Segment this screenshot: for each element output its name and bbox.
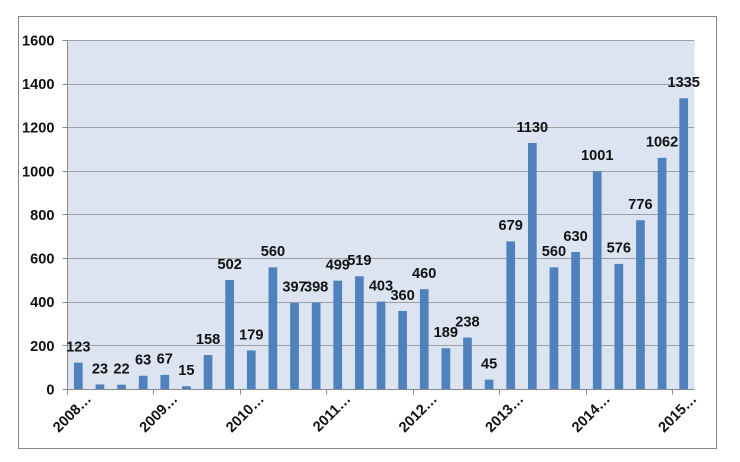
svg-text:499: 499 bbox=[326, 257, 350, 273]
svg-text:519: 519 bbox=[347, 253, 371, 269]
svg-text:397: 397 bbox=[282, 280, 306, 296]
svg-text:398: 398 bbox=[304, 279, 328, 295]
svg-text:460: 460 bbox=[412, 266, 436, 282]
svg-text:200: 200 bbox=[30, 339, 54, 355]
svg-text:679: 679 bbox=[499, 218, 523, 234]
svg-text:1400: 1400 bbox=[22, 77, 54, 93]
svg-text:238: 238 bbox=[455, 314, 479, 330]
svg-text:1000: 1000 bbox=[22, 164, 54, 180]
svg-text:179: 179 bbox=[239, 327, 263, 343]
svg-text:360: 360 bbox=[390, 288, 414, 304]
svg-text:1335: 1335 bbox=[667, 75, 699, 91]
svg-text:123: 123 bbox=[66, 339, 90, 355]
svg-text:45: 45 bbox=[481, 356, 497, 372]
svg-text:776: 776 bbox=[628, 197, 652, 213]
svg-text:600: 600 bbox=[30, 252, 54, 268]
svg-text:1062: 1062 bbox=[646, 135, 678, 151]
svg-text:630: 630 bbox=[563, 229, 587, 245]
svg-text:403: 403 bbox=[369, 278, 393, 294]
svg-text:189: 189 bbox=[434, 325, 458, 341]
svg-text:400: 400 bbox=[30, 295, 54, 311]
svg-text:800: 800 bbox=[30, 208, 54, 224]
svg-text:576: 576 bbox=[607, 241, 631, 257]
svg-text:502: 502 bbox=[217, 257, 241, 273]
svg-text:560: 560 bbox=[542, 244, 566, 260]
svg-text:1200: 1200 bbox=[22, 121, 54, 137]
svg-text:158: 158 bbox=[196, 332, 220, 348]
svg-text:67: 67 bbox=[157, 352, 173, 368]
svg-text:1600: 1600 bbox=[22, 33, 54, 49]
svg-text:23: 23 bbox=[92, 361, 108, 377]
svg-text:1001: 1001 bbox=[581, 148, 613, 164]
svg-text:63: 63 bbox=[135, 353, 151, 369]
svg-text:0: 0 bbox=[46, 382, 54, 398]
svg-text:22: 22 bbox=[113, 362, 129, 378]
svg-text:15: 15 bbox=[178, 363, 194, 379]
svg-text:560: 560 bbox=[261, 244, 285, 260]
svg-text:1130: 1130 bbox=[517, 120, 549, 136]
